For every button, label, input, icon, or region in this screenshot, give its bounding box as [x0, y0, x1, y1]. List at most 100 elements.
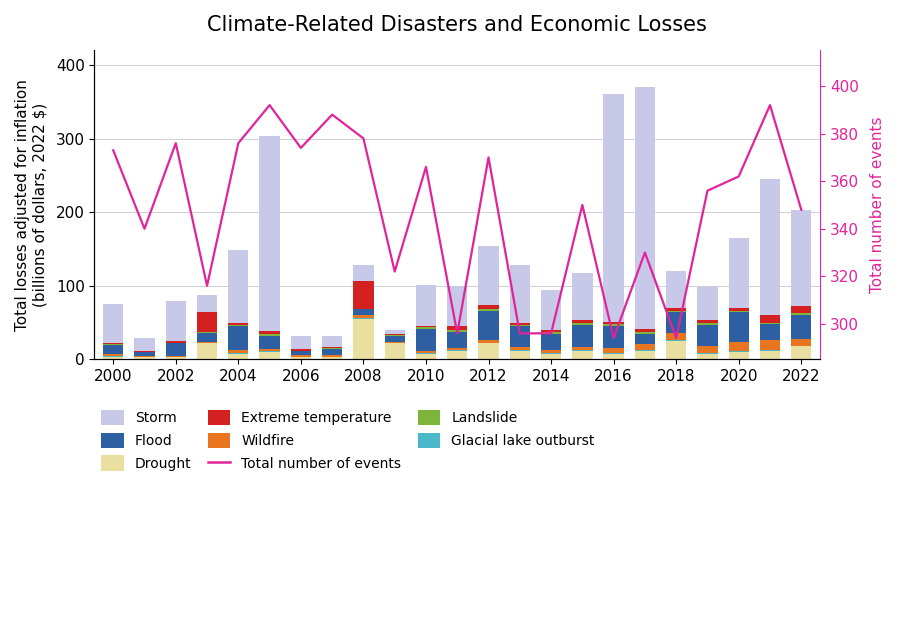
Bar	[166, 356, 186, 357]
Bar	[729, 308, 749, 311]
Bar	[416, 285, 436, 326]
Bar	[509, 265, 530, 323]
Bar	[447, 350, 467, 351]
Bar	[354, 316, 373, 318]
Bar	[229, 353, 248, 360]
Bar	[729, 342, 749, 352]
Y-axis label: Total number of events: Total number of events	[870, 117, 885, 293]
Bar	[134, 357, 155, 360]
Bar	[572, 350, 592, 351]
Bar	[291, 336, 311, 349]
Bar	[760, 179, 780, 316]
Bar	[447, 286, 467, 326]
Bar	[791, 346, 812, 360]
Bar	[572, 323, 592, 325]
Bar	[634, 86, 655, 329]
Bar	[479, 311, 499, 340]
Bar	[322, 349, 342, 355]
Legend: Storm, Flood, Drought, Extreme temperature, Wildfire, Total number of events, La: Storm, Flood, Drought, Extreme temperatu…	[102, 410, 595, 471]
Bar	[604, 324, 624, 326]
Bar	[291, 352, 311, 355]
Bar	[384, 343, 405, 360]
Bar	[104, 356, 123, 357]
Bar	[604, 322, 624, 324]
Bar	[447, 331, 467, 348]
Bar	[291, 349, 311, 351]
Bar	[447, 326, 467, 330]
Bar	[760, 323, 780, 324]
Bar	[541, 290, 562, 330]
Bar	[447, 351, 467, 360]
Bar	[322, 347, 342, 348]
Bar	[104, 344, 123, 345]
Bar	[416, 329, 436, 351]
Bar	[760, 324, 780, 340]
Bar	[791, 210, 812, 306]
Bar	[197, 333, 217, 342]
Bar	[604, 94, 624, 322]
Bar	[791, 345, 812, 346]
Bar	[634, 334, 655, 344]
Bar	[698, 353, 717, 360]
Bar	[322, 357, 342, 360]
Bar	[259, 136, 280, 331]
Bar	[354, 265, 373, 281]
Bar	[291, 357, 311, 360]
Bar	[322, 348, 342, 349]
Bar	[259, 352, 280, 360]
Bar	[354, 309, 373, 316]
Bar	[541, 334, 562, 350]
Bar	[791, 313, 812, 314]
Bar	[291, 351, 311, 352]
Bar	[698, 325, 717, 345]
Bar	[479, 246, 499, 305]
Bar	[509, 326, 530, 347]
Bar	[416, 327, 436, 329]
Bar	[760, 316, 780, 323]
Bar	[197, 295, 217, 312]
Bar	[479, 309, 499, 311]
Bar	[134, 338, 155, 352]
Bar	[760, 351, 780, 360]
Bar	[666, 308, 687, 311]
Bar	[666, 340, 687, 341]
Bar	[447, 330, 467, 331]
Bar	[479, 343, 499, 360]
Bar	[104, 353, 123, 356]
Bar	[166, 343, 186, 356]
Bar	[259, 349, 280, 352]
Bar	[666, 311, 687, 312]
Bar	[509, 323, 530, 325]
Bar	[541, 332, 562, 334]
Bar	[447, 348, 467, 350]
Bar	[134, 356, 155, 357]
Bar	[197, 312, 217, 332]
Bar	[479, 340, 499, 343]
Bar	[259, 336, 280, 349]
Bar	[729, 311, 749, 312]
Bar	[259, 331, 280, 335]
Bar	[197, 332, 217, 333]
Bar	[604, 326, 624, 348]
Bar	[604, 348, 624, 353]
Bar	[354, 318, 373, 319]
Bar	[384, 330, 405, 334]
Bar	[509, 351, 530, 360]
Bar	[509, 347, 530, 350]
Bar	[666, 312, 687, 333]
Bar	[509, 350, 530, 351]
Bar	[729, 238, 749, 308]
Bar	[666, 271, 687, 308]
Bar	[666, 341, 687, 360]
Bar	[791, 314, 812, 339]
Bar	[760, 350, 780, 351]
Bar	[104, 345, 123, 353]
Bar	[229, 350, 248, 353]
Bar	[572, 325, 592, 347]
Bar	[541, 353, 562, 360]
Bar	[541, 330, 562, 332]
Bar	[134, 352, 155, 356]
Bar	[416, 351, 436, 353]
Bar	[104, 304, 123, 343]
Bar	[354, 319, 373, 360]
